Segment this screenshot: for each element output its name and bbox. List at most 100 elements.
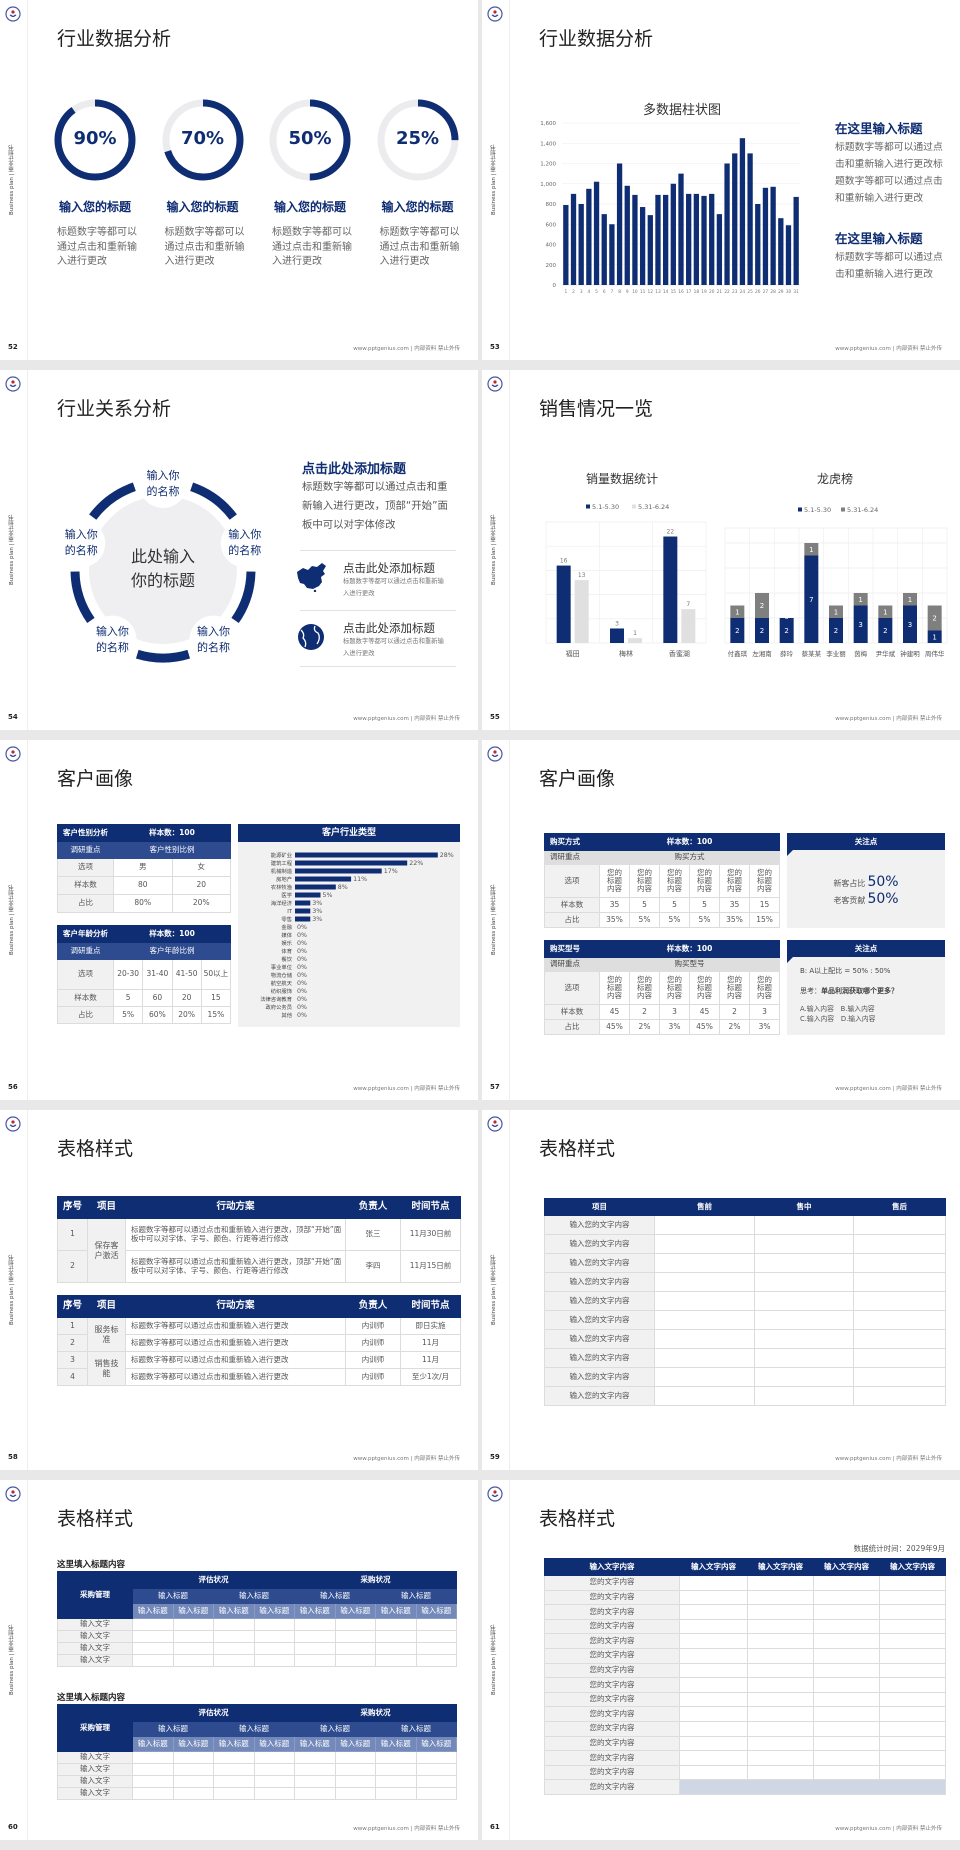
- table-row: 选项 您的标题内容 您的标题内容 您的标题内容 您的标题内容 您的标题内容 您的标题内容: [544, 864, 781, 898]
- logo-ring: [487, 376, 503, 392]
- slide-61: Business plan | 商业计划书 www.pptgenius.com |…: [482, 1480, 960, 1840]
- row-label: 输入您的文字内容: [544, 1310, 655, 1330]
- focus-label: 调研重点: [544, 850, 600, 865]
- bar: [556, 565, 571, 643]
- table-cell: 5: [659, 897, 690, 913]
- table-cell: [132, 1630, 174, 1643]
- table-row: 输入您的文字内容: [544, 1253, 946, 1273]
- table-row: 输入您的文字内容: [544, 1348, 946, 1368]
- x-tick-label: 15: [671, 289, 677, 295]
- stacked-bar-segment: [829, 618, 843, 643]
- sample-size: 样本数：100: [112, 925, 232, 943]
- row-label: 您的文字内容: [544, 1677, 680, 1693]
- y-tick-label: 1,000: [540, 182, 556, 188]
- table-cell: [654, 1348, 755, 1368]
- node-label: 输入你的名称: [95, 624, 129, 654]
- column-header: 输入文字内容: [813, 1558, 880, 1576]
- logo-dot: [11, 1490, 15, 1494]
- table-row: 序号 项目 行动方案 负责人 时间节点: [57, 1196, 461, 1219]
- table-cell: [213, 1787, 255, 1800]
- table-cell: [654, 1272, 755, 1292]
- table-row: 您的文字内容: [544, 1750, 946, 1766]
- y-tick-label: 600: [546, 222, 557, 228]
- node-bubble: [88, 615, 137, 664]
- side-label: Business plan | 商业计划书: [491, 1254, 497, 1326]
- node-label: 输入你的名称: [146, 469, 180, 498]
- bar: [624, 185, 630, 285]
- table-cell: [415, 1630, 457, 1643]
- x-tick-label: 22: [724, 289, 730, 295]
- table-cell: [813, 1691, 880, 1708]
- table-cell: [294, 1787, 336, 1800]
- category-label: 能源矿业: [271, 851, 292, 859]
- data-label: 2: [784, 627, 788, 635]
- stacked-bar-segment: [878, 605, 893, 618]
- row-label: 输入您的文字内容: [544, 1386, 655, 1406]
- logo-dot: [11, 750, 15, 754]
- data-label: 3%: [312, 916, 322, 923]
- column-header: 输入文字内容: [879, 1558, 946, 1576]
- table-cell: [747, 1691, 814, 1708]
- table-cell: 80%: [113, 894, 173, 913]
- table-cell: [415, 1642, 457, 1655]
- row-label: 您的文字内容: [544, 1720, 680, 1737]
- focus-panel-title: 关注点: [787, 940, 945, 957]
- x-tick-label: 28: [770, 289, 776, 295]
- panel-notch: [787, 957, 793, 963]
- table-cell: 样本数: [57, 876, 114, 895]
- action-plan: 标题数字等都可以通过点击和重新输入进行更改: [125, 1334, 346, 1352]
- logo-emblem: [487, 6, 503, 22]
- data-label: 7: [686, 601, 690, 608]
- data-label: 28%: [440, 852, 454, 859]
- stat-line: 老客贡献 50%: [787, 888, 945, 907]
- option-cell: 您的标题内容: [599, 864, 630, 898]
- bar: [724, 163, 730, 285]
- subgroup-header: 输入标题: [213, 1721, 295, 1737]
- table-row: 购买型号 样本数：100: [544, 940, 781, 958]
- island-shape: [313, 589, 317, 592]
- table-row: 3 销售技能 标题数字等都可以通过点击和重新输入进行更改 内训师 11月: [57, 1351, 461, 1386]
- data-label: 1: [834, 608, 838, 616]
- stacked-bar-segment: [755, 618, 769, 643]
- table-cell: [747, 1647, 814, 1664]
- table-cell: [754, 1272, 854, 1292]
- procurement-table: 采购管理 评估状况 采购状况 输入标题 输入标题 输入标题 输入标题 输入标题 输入标题 输入标题…: [57, 1704, 457, 1800]
- table-cell: [172, 1787, 214, 1800]
- table-cell: [879, 1764, 946, 1781]
- table-row: 客户年龄分析 样本数：100: [57, 925, 232, 943]
- category-label: IT: [287, 909, 293, 915]
- table-cell: [879, 1691, 946, 1708]
- table-cell: [415, 1787, 457, 1800]
- table-cell: [334, 1654, 376, 1667]
- gauge-description: 标题数字等都可以通过点击和重新输入进行更改: [272, 227, 352, 267]
- row-label: 输入文字: [57, 1630, 133, 1643]
- slide-title: 客户画像: [57, 768, 134, 790]
- table-cell: [754, 1367, 854, 1387]
- focus-value: 购买型号: [598, 957, 781, 972]
- table-cell: [172, 1618, 214, 1631]
- legend-swatch: [586, 504, 590, 509]
- logo-ring: [5, 6, 21, 22]
- data-label: 0%: [297, 988, 307, 995]
- node-label: 输入你的名称: [197, 624, 231, 654]
- data-label: 2: [932, 615, 936, 623]
- table-cell: [375, 1630, 417, 1643]
- column-header: 输入标题: [375, 1736, 417, 1752]
- survey-table: 购买型号 样本数：100 调研重点 购买型号 选项 您的标题内容 您的标题内容 您的标题内容您…: [544, 940, 781, 1035]
- table-cell: [334, 1630, 376, 1643]
- table-cell: [679, 1706, 748, 1722]
- answer-options: A.输入内容 B.输入内容: [800, 1005, 875, 1013]
- table-cell: [213, 1654, 255, 1667]
- table-cell: [415, 1618, 457, 1631]
- table-cell: [853, 1272, 946, 1292]
- table-cell: [679, 1633, 748, 1649]
- question-prefix: 思考：: [800, 987, 821, 995]
- table-cell: [654, 1386, 755, 1406]
- row-label: 占比: [544, 1019, 600, 1035]
- slide-59: Business plan | 商业计划书 www.pptgenius.com |…: [482, 1110, 960, 1470]
- data-label: 1: [883, 608, 887, 616]
- table-cell: 2%: [629, 1019, 660, 1035]
- row-label: 输入文字: [57, 1763, 133, 1776]
- table-cell: [654, 1253, 755, 1273]
- progress-ring-fill: [269, 99, 351, 181]
